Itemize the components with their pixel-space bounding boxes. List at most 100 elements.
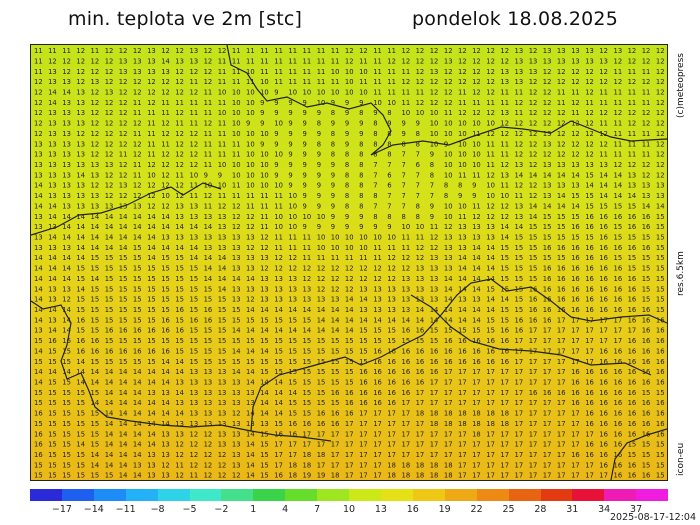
temperature-value: 13 <box>458 296 467 304</box>
temperature-value: 12 <box>472 57 481 65</box>
temperature-value: 10 <box>359 89 368 97</box>
temperature-value: 7 <box>387 202 391 210</box>
resolution-label: res.6.5km <box>676 251 686 296</box>
temperature-value: 13 <box>430 254 439 262</box>
temperature-value: 12 <box>119 120 128 128</box>
temperature-value: 14 <box>76 358 85 366</box>
temperature-value: 10 <box>331 68 340 76</box>
temperature-value: 15 <box>190 347 199 355</box>
temperature-value: 17 <box>345 451 354 459</box>
temperature-value: 15 <box>317 389 326 397</box>
temperature-value: 11 <box>246 57 255 65</box>
temperature-field <box>31 45 667 480</box>
temperature-value: 12 <box>317 275 326 283</box>
temperature-value: 16 <box>331 389 340 397</box>
temperature-value: 8 <box>402 140 406 148</box>
temperature-value: 13 <box>515 68 524 76</box>
temperature-value: 7 <box>402 182 406 190</box>
temperature-value: 18 <box>331 472 340 480</box>
temperature-value: 14 <box>133 223 142 231</box>
temperature-value: 12 <box>416 57 425 65</box>
temperature-value: 12 <box>557 78 566 86</box>
temperature-value: 13 <box>62 244 71 252</box>
temperature-value: 12 <box>486 171 495 179</box>
temperature-value: 15 <box>62 347 71 355</box>
temperature-value: 12 <box>204 461 213 469</box>
temperature-value: 16 <box>614 358 623 366</box>
temperature-value: 16 <box>345 389 354 397</box>
temperature-value: 14 <box>190 244 199 252</box>
temperature-value: 18 <box>486 420 495 428</box>
temperature-value: 12 <box>571 120 580 128</box>
temperature-value: 14 <box>190 223 199 231</box>
temperature-value: 18 <box>444 472 453 480</box>
temperature-value: 9 <box>402 130 406 138</box>
temperature-value: 16 <box>628 275 637 283</box>
temperature-value: 11 <box>133 171 142 179</box>
temperature-value: 12 <box>260 244 269 252</box>
temperature-value: 12 <box>599 78 608 86</box>
temperature-value: 7 <box>416 182 420 190</box>
temperature-value: 14 <box>656 202 665 210</box>
temperature-value: 15 <box>331 379 340 387</box>
temperature-row: 12 13 13 12 13 12 12 12 12 12 12 11 12 11 11 11 10 11 11 11… <box>34 78 665 86</box>
temperature-value: 12 <box>34 120 43 128</box>
temperature-value: 11 <box>260 213 269 221</box>
temperature-value: 13 <box>119 182 128 190</box>
temperature-value: 13 <box>147 451 156 459</box>
temperature-value: 13 <box>190 202 199 210</box>
temperature-value: 13 <box>105 161 114 169</box>
temperature-value: 17 <box>331 441 340 449</box>
temperature-value: 12 <box>48 57 57 65</box>
temperature-value: 15 <box>48 347 57 355</box>
temperature-value: 12 <box>642 161 651 169</box>
temperature-value: 12 <box>34 109 43 117</box>
temperature-value: 12 <box>500 120 509 128</box>
temperature-value: 14 <box>218 254 227 262</box>
temperature-value: 16 <box>599 451 608 459</box>
temperature-value: 10 <box>430 120 439 128</box>
temperature-value: 13 <box>175 399 184 407</box>
temperature-value: 16 <box>642 430 651 438</box>
temperature-value: 6 <box>387 171 391 179</box>
temperature-value: 17 <box>515 347 524 355</box>
temperature-value: 15 <box>260 441 269 449</box>
temperature-value: 7 <box>402 161 406 169</box>
temperature-value: 10 <box>246 140 255 148</box>
temperature-value: 12 <box>585 109 594 117</box>
temperature-value: 11 <box>303 57 312 65</box>
temperature-value: 12 <box>430 99 439 107</box>
temperature-value: 9 <box>331 161 335 169</box>
temperature-value: 15 <box>175 285 184 293</box>
temperature-value: 16 <box>614 389 623 397</box>
temperature-value: 18 <box>402 472 411 480</box>
temperature-value: 17 <box>500 368 509 376</box>
temperature-value: 15 <box>105 472 114 480</box>
temperature-value: 11 <box>486 161 495 169</box>
temperature-value: 15 <box>48 420 57 428</box>
temperature-value: 11 <box>175 120 184 128</box>
temperature-value: 11 <box>599 89 608 97</box>
temperature-value: 17 <box>486 461 495 469</box>
temperature-value: 17 <box>331 451 340 459</box>
temperature-value: 11 <box>204 202 213 210</box>
temperature-value: 9 <box>288 151 292 159</box>
temperature-value: 12 <box>585 68 594 76</box>
temperature-value: 13 <box>373 306 382 314</box>
temperature-value: 12 <box>557 109 566 117</box>
temperature-value: 14 <box>34 275 43 283</box>
temperature-value: 15 <box>642 451 651 459</box>
temperature-value: 15 <box>204 347 213 355</box>
temperature-value: 14 <box>91 461 100 469</box>
temperature-value: 14 <box>543 171 552 179</box>
temperature-value: 9 <box>359 223 363 231</box>
temperature-value: 16 <box>571 306 580 314</box>
temperature-map[interactable]: 11 11 11 12 11 12 12 12 13 12 12 13 12 12 11 11 11 11 11 11… <box>30 44 668 481</box>
temperature-value: 17 <box>599 472 608 480</box>
temperature-value: 7 <box>430 192 434 200</box>
temperature-value: 17 <box>585 358 594 366</box>
temperature-value: 13 <box>76 99 85 107</box>
temperature-value: 14 <box>246 327 255 335</box>
temperature-value: 12 <box>628 78 637 86</box>
temperature-value: 11 <box>614 120 623 128</box>
